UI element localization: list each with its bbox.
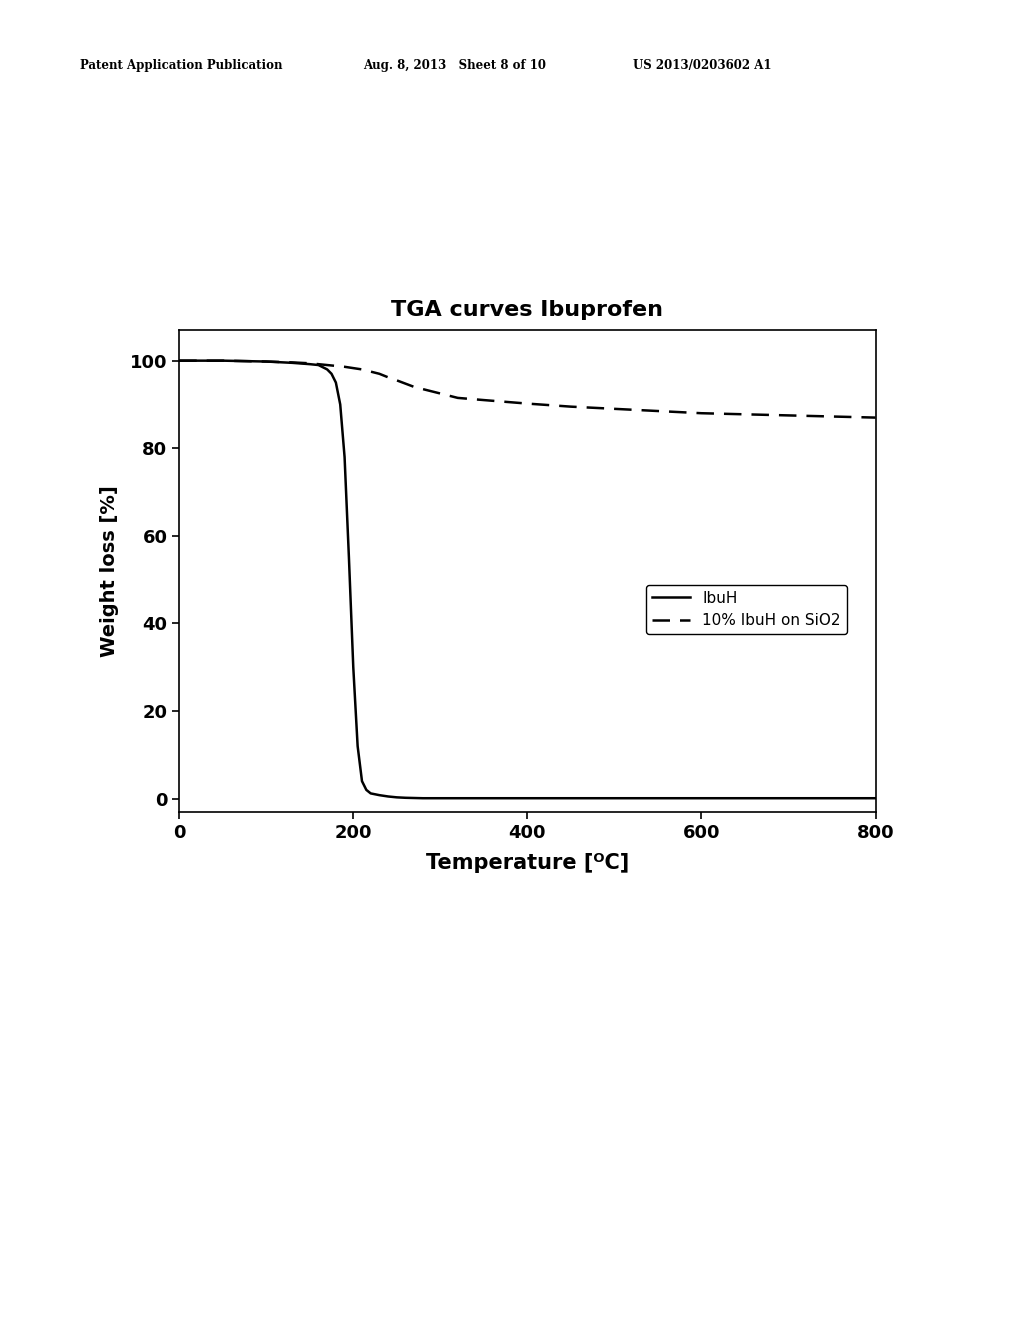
IbuH (173, 352, 185, 368)
10% IbuH on SiO2 (452, 389, 464, 405)
Line: 10% IbuH on SiO2: 10% IbuH on SiO2 (179, 360, 876, 417)
Text: Patent Application Publication: Patent Application Publication (80, 59, 283, 73)
10% IbuH on SiO2 (382, 370, 394, 385)
IbuH (399, 789, 412, 805)
IbuH (356, 774, 369, 789)
10% IbuH on SiO2 (322, 358, 334, 374)
IbuH (382, 788, 394, 804)
10% IbuH on SiO2 (869, 409, 882, 425)
10% IbuH on SiO2 (373, 366, 385, 381)
IbuH (343, 550, 355, 566)
10% IbuH on SiO2 (216, 352, 228, 368)
10% IbuH on SiO2 (347, 360, 359, 376)
10% IbuH on SiO2 (434, 385, 446, 401)
10% IbuH on SiO2 (608, 401, 621, 417)
IbuH (326, 366, 338, 381)
IbuH (360, 781, 373, 797)
IbuH (351, 738, 364, 754)
IbuH (521, 791, 534, 807)
10% IbuH on SiO2 (477, 392, 489, 408)
IbuH (695, 791, 708, 807)
10% IbuH on SiO2 (782, 408, 795, 424)
10% IbuH on SiO2 (390, 372, 402, 388)
IbuH (408, 791, 420, 807)
10% IbuH on SiO2 (303, 355, 315, 371)
X-axis label: Temperature [ᴼC]: Temperature [ᴼC] (426, 853, 629, 873)
Line: IbuH: IbuH (179, 360, 876, 799)
IbuH (347, 660, 359, 676)
10% IbuH on SiO2 (312, 356, 325, 372)
10% IbuH on SiO2 (338, 359, 350, 375)
10% IbuH on SiO2 (173, 352, 185, 368)
IbuH (312, 358, 325, 374)
IbuH (303, 356, 315, 372)
10% IbuH on SiO2 (695, 405, 708, 421)
IbuH (322, 362, 334, 378)
Legend: IbuH, 10% IbuH on SiO2: IbuH, 10% IbuH on SiO2 (646, 585, 847, 635)
10% IbuH on SiO2 (330, 358, 342, 374)
10% IbuH on SiO2 (365, 364, 377, 380)
IbuH (216, 352, 228, 368)
IbuH (330, 375, 342, 391)
IbuH (286, 355, 299, 371)
Text: US 2013/0203602 A1: US 2013/0203602 A1 (633, 59, 771, 73)
10% IbuH on SiO2 (564, 399, 577, 414)
10% IbuH on SiO2 (286, 355, 299, 371)
10% IbuH on SiO2 (260, 354, 272, 370)
Text: Aug. 8, 2013   Sheet 8 of 10: Aug. 8, 2013 Sheet 8 of 10 (364, 59, 547, 73)
IbuH (334, 396, 346, 412)
10% IbuH on SiO2 (521, 396, 534, 412)
IbuH (608, 791, 621, 807)
IbuH (338, 449, 350, 465)
Title: TGA curves Ibuprofen: TGA curves Ibuprofen (391, 300, 664, 321)
IbuH (365, 785, 377, 801)
10% IbuH on SiO2 (651, 403, 664, 418)
IbuH (390, 789, 402, 805)
Y-axis label: Weight loss [%]: Weight loss [%] (99, 484, 119, 657)
10% IbuH on SiO2 (408, 379, 420, 395)
IbuH (782, 791, 795, 807)
IbuH (373, 787, 385, 803)
IbuH (260, 354, 272, 370)
IbuH (434, 791, 446, 807)
IbuH (869, 791, 882, 807)
10% IbuH on SiO2 (356, 362, 369, 378)
IbuH (417, 791, 429, 807)
